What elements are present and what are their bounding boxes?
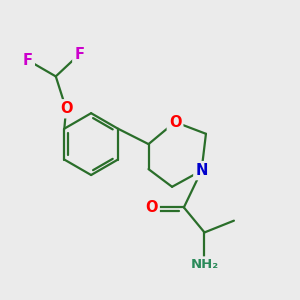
Text: NH₂: NH₂ bbox=[190, 258, 218, 271]
Text: O: O bbox=[60, 101, 72, 116]
Text: F: F bbox=[74, 47, 84, 62]
Text: F: F bbox=[23, 53, 33, 68]
Text: O: O bbox=[169, 115, 181, 130]
Text: O: O bbox=[145, 200, 158, 215]
Text: N: N bbox=[195, 163, 208, 178]
